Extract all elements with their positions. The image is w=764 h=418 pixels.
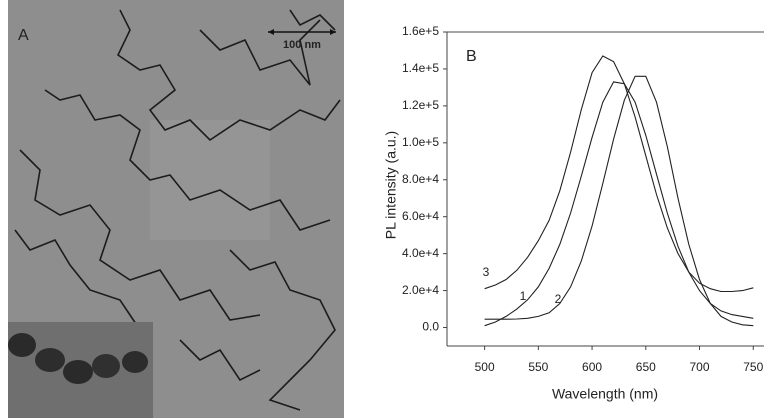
- panel-b-label: B: [466, 48, 477, 65]
- curve-label: 1: [520, 289, 527, 303]
- panel-a: A 100 nm: [8, 0, 344, 418]
- particle: [63, 360, 93, 384]
- micrograph-shade: [150, 120, 270, 240]
- x-tick-label: 600: [582, 360, 602, 374]
- particle: [8, 333, 36, 357]
- scale-label: 100 nm: [283, 39, 321, 51]
- y-tick-label: 2.0e+4: [402, 283, 439, 297]
- x-tick-label: 550: [528, 360, 548, 374]
- x-tick-label: 750: [743, 360, 763, 374]
- particle: [122, 351, 148, 373]
- y-tick-label: 6.0e+4: [402, 209, 439, 223]
- x-tick-label: 500: [475, 360, 495, 374]
- panel-a-label: A: [18, 27, 29, 44]
- x-axis-label: Wavelength (nm): [552, 386, 658, 402]
- y-tick-label: 4.0e+4: [402, 246, 439, 260]
- y-tick-label: 1.6e+5: [402, 24, 439, 38]
- inset: [8, 322, 153, 418]
- nanowires: [14, 9, 341, 411]
- scale-arrow: [268, 29, 274, 35]
- curve: [484, 81, 754, 327]
- y-tick-label: 1.4e+5: [402, 61, 439, 75]
- curve: [484, 55, 754, 293]
- curve-label: 3: [483, 265, 490, 279]
- particle: [35, 348, 65, 372]
- particle: [92, 354, 120, 378]
- y-tick-label: 1.0e+5: [402, 135, 439, 149]
- y-tick-label: 8.0e+4: [402, 172, 439, 186]
- y-tick-label: 1.2e+5: [402, 98, 439, 112]
- scale-arrow: [330, 29, 336, 35]
- x-tick-label: 700: [690, 360, 710, 374]
- curve-label: 2: [555, 292, 562, 306]
- y-tick-label: 0.0: [422, 320, 439, 334]
- y-axis-label: PL intensity (a.u.): [383, 131, 399, 239]
- x-tick-label: 650: [636, 360, 656, 374]
- curve: [484, 75, 754, 327]
